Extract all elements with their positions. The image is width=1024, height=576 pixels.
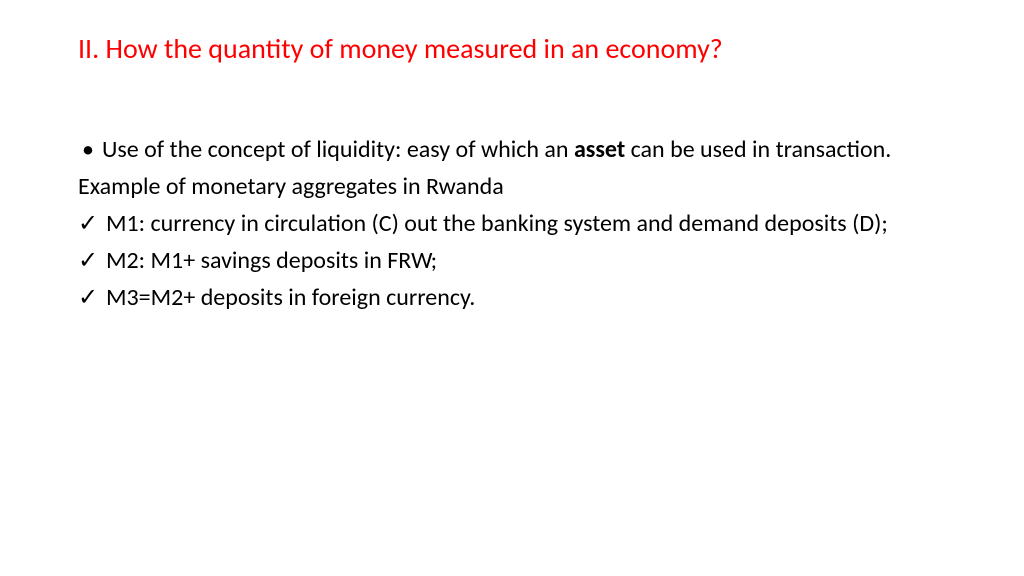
list-item: ✓ M2: M1+ savings deposits in FRW; [78, 245, 946, 276]
list-item: • Use of the concept of liquidity: easy … [78, 134, 946, 165]
list-item-text: M2: M1+ savings deposits in FRW; [106, 245, 946, 276]
checkmark-icon: ✓ [78, 208, 106, 239]
list-item: ✓ M3=M2+ deposits in foreign currency. [78, 282, 946, 313]
slide-title: II. How the quantity of money measured i… [78, 32, 946, 66]
slide-body: • Use of the concept of liquidity: easy … [78, 134, 946, 314]
list-item-text: M1: currency in circulation (C) out the … [106, 208, 946, 239]
list-item-text: Use of the concept of liquidity: easy of… [102, 134, 946, 165]
list-item: Example of monetary aggregates in Rwanda [78, 171, 946, 202]
list-item-text: M3=M2+ deposits in foreign currency. [106, 282, 946, 313]
checkmark-icon: ✓ [78, 245, 106, 276]
bold-text: asset [574, 135, 625, 164]
bullet-marker: • [78, 134, 102, 165]
checkmark-icon: ✓ [78, 282, 106, 313]
list-item: ✓ M1: currency in circulation (C) out th… [78, 208, 946, 239]
